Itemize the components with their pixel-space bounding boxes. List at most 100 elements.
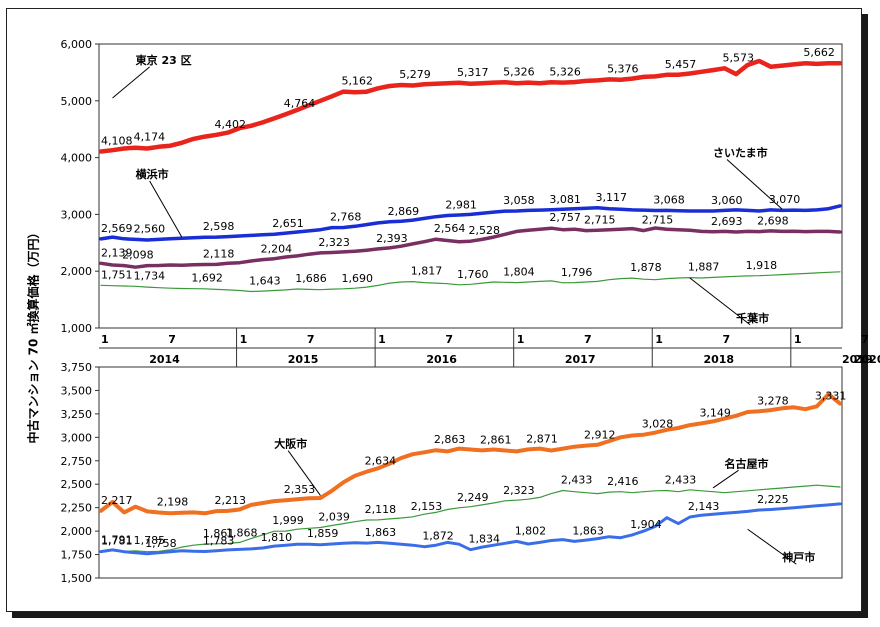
series-line-nagoya (100, 484, 841, 553)
series-name-osaka: 大阪市 (274, 437, 307, 451)
data-label-tokyo: 5,662 (803, 46, 835, 59)
data-label-tokyo: 4,108 (101, 134, 133, 147)
y-tick-label-bottom: 2,250 (61, 502, 93, 515)
series-name-yokohama: 横浜市 (136, 167, 169, 181)
data-label-osaka: 2,863 (434, 433, 466, 446)
month-tick-label: 7 (861, 333, 869, 346)
data-label-saitama: 2,564 (434, 222, 466, 235)
data-label-chiba: 1,887 (688, 261, 720, 274)
data-label-chiba: 1,918 (746, 259, 778, 272)
month-tick-label: 1 (794, 333, 802, 346)
data-label-nagoya: 2,249 (457, 491, 489, 504)
data-label-tokyo: 5,376 (607, 62, 639, 75)
data-label-kobe: 1,758 (145, 537, 177, 550)
data-label-chiba: 1,734 (134, 269, 166, 282)
data-label-kobe: 1,810 (261, 531, 293, 544)
y-tick-label-bottom: 3,000 (61, 431, 93, 444)
data-label-osaka: 2,213 (214, 494, 246, 507)
data-label-yokohama: 3,070 (769, 193, 801, 206)
month-tick-label: 1 (101, 333, 109, 346)
data-label-kobe: 1,872 (422, 530, 454, 543)
y-tick-label-bottom: 3,750 (61, 361, 93, 374)
data-label-yokohama: 3,060 (711, 194, 743, 207)
series-line-tokyo (98, 58, 843, 154)
y-axis-label: 中古マンション 70 ㎡換算価格（万円） (26, 226, 41, 444)
data-label-saitama: 2,693 (711, 215, 743, 228)
data-label-tokyo: 5,326 (503, 65, 535, 78)
data-label-tokyo: 5,573 (723, 51, 755, 64)
series-name-leader-kobe (747, 528, 797, 565)
series-line-kobe (99, 502, 842, 556)
data-label-nagoya: 2,433 (665, 474, 697, 487)
data-label-nagoya: 2,323 (503, 484, 535, 497)
series-line-osaka (99, 392, 842, 516)
data-label-kobe: 2,143 (688, 500, 720, 513)
data-label-yokohama: 2,651 (272, 217, 304, 230)
data-label-kobe: 1,863 (572, 524, 604, 537)
y-tick-label-bottom: 3,500 (61, 384, 93, 397)
data-label-osaka: 2,634 (365, 455, 397, 468)
series-name-leader-nagoya (712, 469, 739, 489)
plot-area-top (98, 43, 843, 329)
series-name-leader-saitama (726, 159, 783, 210)
data-label-saitama: 2,528 (469, 224, 501, 237)
data-label-yokohama: 3,068 (653, 194, 685, 207)
y-tick-label-top: 1,000 (61, 322, 93, 335)
series-name-saitama: さいたま市 (713, 145, 768, 159)
year-label: 2016 (426, 353, 457, 366)
y-tick-label-top: 6,000 (61, 38, 93, 51)
data-label-nagoya: 2,153 (411, 500, 443, 513)
data-label-kobe: 1,859 (307, 527, 339, 540)
data-label-nagoya: 1,861 (203, 527, 235, 540)
series-name-kobe: 神戸市 (782, 550, 815, 564)
data-label-kobe: 2,225 (757, 493, 789, 506)
year-label: 2017 (565, 353, 596, 366)
data-label-yokohama: 2,598 (203, 220, 235, 233)
data-label-osaka: 3,149 (699, 406, 731, 419)
data-label-yokohama: 2,569 (101, 222, 133, 235)
month-tick-label: 7 (584, 333, 592, 346)
data-label-tokyo: 5,457 (665, 58, 697, 71)
data-label-saitama: 2,715 (642, 214, 674, 227)
data-label-chiba: 1,817 (411, 265, 443, 278)
series-name-leader-yokohama (149, 180, 183, 238)
data-label-kobe: 1,781 (101, 535, 133, 548)
month-tick-label: 1 (517, 333, 525, 346)
series-name-leader-osaka (287, 450, 321, 496)
y-tick-label-bottom: 2,000 (61, 525, 93, 538)
data-label-chiba: 1,804 (503, 265, 535, 278)
data-label-tokyo: 4,174 (134, 131, 166, 144)
data-label-saitama: 2,139 (101, 246, 133, 259)
data-label-yokohama: 2,869 (388, 205, 420, 218)
data-label-kobe: 1,863 (365, 526, 397, 539)
data-label-saitama: 2,715 (584, 214, 616, 227)
data-label-yokohama: 2,981 (445, 198, 477, 211)
series-line-saitama (99, 226, 842, 269)
data-label-osaka: 2,217 (101, 494, 133, 507)
series-line-chiba (100, 271, 841, 293)
data-label-chiba: 1,643 (249, 274, 281, 287)
y-tick-label-bottom: 2,750 (61, 455, 93, 468)
data-label-chiba: 1,692 (191, 272, 223, 285)
data-label-tokyo: 4,764 (284, 97, 316, 110)
data-label-osaka: 2,861 (480, 433, 512, 446)
data-label-chiba: 1,760 (457, 268, 489, 281)
y-tick-label-bottom: 3,250 (61, 408, 93, 421)
year-label: 2018 (703, 353, 734, 366)
month-tick-label: 1 (240, 333, 248, 346)
data-label-yokohama: 3,058 (503, 194, 535, 207)
data-label-osaka: 3,028 (642, 418, 674, 431)
series-name-leader-chiba (689, 277, 751, 326)
data-label-tokyo: 4,402 (214, 118, 246, 131)
data-label-nagoya: 1,999 (272, 514, 304, 527)
data-label-yokohama: 2,560 (134, 222, 166, 235)
y-tick-label-top: 3,000 (61, 208, 93, 221)
data-label-tokyo: 5,162 (341, 75, 373, 88)
year-label: 2020 (854, 353, 880, 366)
data-label-yokohama: 3,117 (596, 191, 628, 204)
month-tick-label: 1 (655, 333, 663, 346)
data-label-nagoya: 2,433 (561, 474, 593, 487)
month-tick-label: 7 (307, 333, 315, 346)
series-name-tokyo: 東京 23 区 (136, 53, 192, 67)
